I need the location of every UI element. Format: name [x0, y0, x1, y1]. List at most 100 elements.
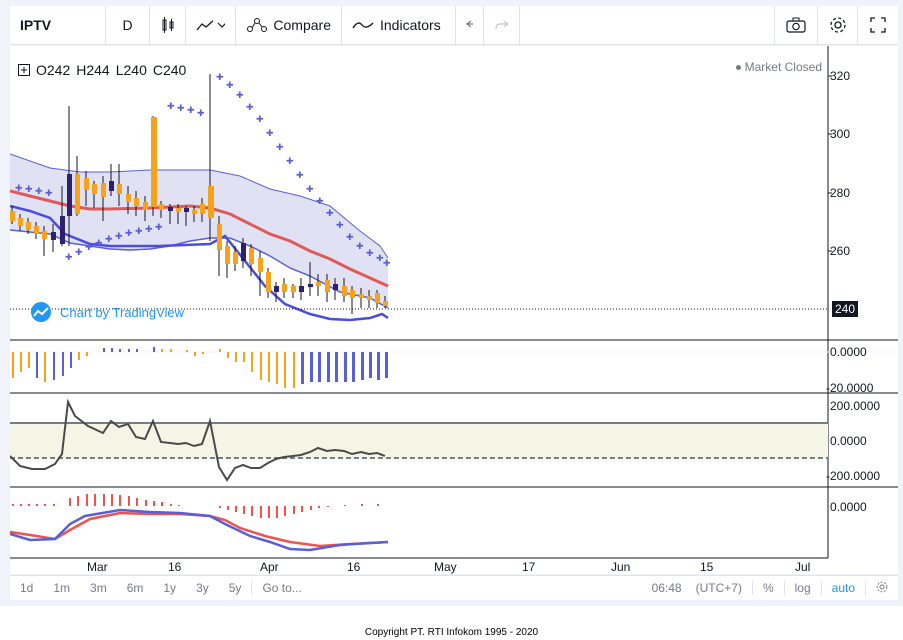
svg-text:✚: ✚ — [187, 105, 195, 115]
svg-text:✚: ✚ — [246, 102, 254, 112]
parabolic-sar: ✚ ✚ ✚ ✚ ✚ ✚ ✚ ✚ ✚ ✚ ✚ ✚ ✚ ✚ ✚ ✚ ✚ ✚ ✚✚✚✚✚✚✚✚✚✚✚✚✚✚✚✚ ✚ ✚ — [15, 72, 391, 268]
svg-text:✚: ✚ — [65, 252, 73, 262]
svg-text:✚: ✚ — [135, 226, 143, 236]
settings-button[interactable] — [818, 6, 858, 44]
tradingview-watermark[interactable]: Chart by TradingView — [28, 302, 184, 322]
interval-button[interactable]: D — [106, 6, 150, 44]
svg-text:✚: ✚ — [383, 258, 391, 268]
chart-canvas[interactable]: ✚ ✚ ✚ ✚ ✚ ✚ ✚ ✚ ✚ ✚ ✚ ✚ ✚ ✚ ✚ ✚ ✚ ✚ ✚✚✚✚✚✚✚✚✚✚✚✚✚✚✚✚ ✚ ✚ — [10, 46, 898, 574]
svg-text:✚: ✚ — [197, 108, 205, 118]
svg-text:✚: ✚ — [216, 72, 224, 82]
range-1m-button[interactable]: 1m — [53, 581, 71, 595]
time-axis-label: 17 — [522, 560, 536, 574]
range-1d-button[interactable]: 1d — [20, 581, 34, 595]
status-dot-icon — [735, 65, 741, 71]
symbol-search[interactable]: IPTV — [10, 6, 106, 44]
range-6m-button[interactable]: 6m — [126, 581, 144, 595]
svg-text:✚: ✚ — [95, 238, 103, 248]
chart-area[interactable]: ✚ ✚ ✚ ✚ ✚ ✚ ✚ ✚ ✚ ✚ ✚ ✚ ✚ ✚ ✚ ✚ ✚ ✚ ✚ ✚ ✚ ✚ ✚ ✚ ✚ ✚ ✚ ✚ ✚ ✚ ✚ ✚ ✚ ✚ ✚ ✚ — [10, 46, 898, 574]
svg-text:✚: ✚ — [45, 188, 53, 198]
range-5y-button[interactable]: 5y — [228, 581, 242, 595]
gear-icon — [876, 581, 888, 592]
svg-text:✚: ✚ — [266, 128, 274, 138]
camera-icon — [786, 17, 806, 33]
svg-text:✚: ✚ — [25, 184, 33, 194]
scale-settings-button[interactable] — [865, 580, 898, 596]
price-axis-label: 320 — [830, 69, 851, 83]
time-axis-label: 16 — [168, 560, 182, 574]
svg-text:✚: ✚ — [125, 228, 133, 238]
svg-text:✚: ✚ — [366, 248, 374, 258]
log-scale-button[interactable]: log — [783, 581, 821, 595]
time-axis-label: Jun — [611, 560, 631, 574]
svg-text:✚: ✚ — [286, 156, 294, 166]
fullscreen-icon — [870, 17, 886, 33]
range-1y-button[interactable]: 1y — [163, 581, 177, 595]
symbol-label: IPTV — [20, 17, 52, 33]
auto-scale-button[interactable]: auto — [820, 581, 865, 595]
compare-label: Compare — [273, 17, 331, 33]
moving-average-line — [10, 189, 389, 288]
goto-button[interactable]: Go to... — [251, 581, 311, 595]
clock-time: 06:48 — [651, 581, 682, 595]
time-axis-label: May — [434, 560, 457, 574]
svg-text:✚: ✚ — [316, 196, 324, 206]
svg-text:✚: ✚ — [35, 186, 43, 196]
price-axis-label: 300 — [830, 127, 851, 141]
compare-button[interactable]: Compare — [236, 6, 342, 44]
oscillator-histogram — [10, 347, 898, 388]
price-axis-label: 280 — [830, 186, 851, 200]
svg-text:✚: ✚ — [85, 242, 93, 252]
redo-button[interactable] — [484, 6, 520, 44]
svg-text:✚: ✚ — [105, 234, 113, 244]
svg-text:✚: ✚ — [306, 184, 314, 194]
indicators-icon — [352, 22, 374, 29]
range-3m-button[interactable]: 3m — [90, 581, 107, 595]
bollinger-upper-line — [10, 153, 389, 259]
fullscreen-button[interactable] — [858, 6, 898, 44]
time-axis-label: Mar — [87, 560, 108, 574]
low-value: L240 — [115, 62, 147, 78]
gear-icon — [829, 17, 846, 33]
indicators-button[interactable]: Indicators — [342, 6, 456, 44]
svg-text:✚: ✚ — [236, 90, 244, 100]
indicators-label: Indicators — [380, 17, 441, 33]
time-axis-label: Jul — [795, 560, 811, 574]
time-axis-label: 16 — [347, 560, 361, 574]
bottom-toolbar: 1d 1m 3m 6m 1y 3y 5y Go to... 06:48 (UTC… — [10, 575, 898, 600]
svg-text:✚: ✚ — [145, 224, 153, 234]
chart-type-dropdown[interactable] — [186, 6, 236, 44]
macd-line — [10, 508, 389, 552]
percent-scale-button[interactable]: % — [751, 581, 784, 595]
svg-text:✚: ✚ — [75, 247, 83, 257]
tradingview-logo-icon — [31, 302, 51, 322]
watermark-label: Chart by TradingView — [60, 304, 185, 320]
candles-style-button[interactable] — [150, 6, 186, 44]
redo-icon — [494, 20, 509, 30]
cci-axis-label: 0.0000 — [830, 434, 867, 448]
copyright-text: Copyright PT. RTI Infokom 1995 - 2020 — [364, 627, 539, 638]
cci-axis-label: -200.0000 — [826, 469, 881, 483]
market-status-label: Market Closed — [744, 60, 822, 74]
cci-axis-label: 200.0000 — [830, 399, 881, 413]
high-value: H244 — [76, 62, 110, 78]
snapshot-button[interactable] — [774, 6, 818, 44]
svg-text:✚: ✚ — [346, 232, 354, 242]
svg-text:✚: ✚ — [226, 80, 234, 90]
cci-band — [10, 423, 828, 458]
macd-axis-label: 0.0000 — [830, 345, 867, 359]
undo-icon — [466, 20, 473, 28]
range-3y-button[interactable]: 3y — [196, 581, 209, 595]
candles-icon — [162, 17, 174, 33]
svg-text:✚: ✚ — [326, 208, 334, 218]
ohlc-legend: O242 H244 L240 C240 — [18, 62, 186, 78]
time-axis-label: 15 — [700, 560, 714, 574]
top-toolbar: IPTV D Compare Indicators — [10, 6, 898, 45]
undo-button[interactable] — [456, 6, 484, 44]
timezone-button[interactable]: (UTC+7) — [695, 581, 742, 595]
time-axis-label: Apr — [260, 560, 279, 574]
collapse-legend-icon[interactable] — [18, 64, 30, 76]
svg-text:✚: ✚ — [356, 241, 364, 251]
svg-text:✚: ✚ — [167, 101, 175, 111]
cci-line — [10, 398, 386, 482]
